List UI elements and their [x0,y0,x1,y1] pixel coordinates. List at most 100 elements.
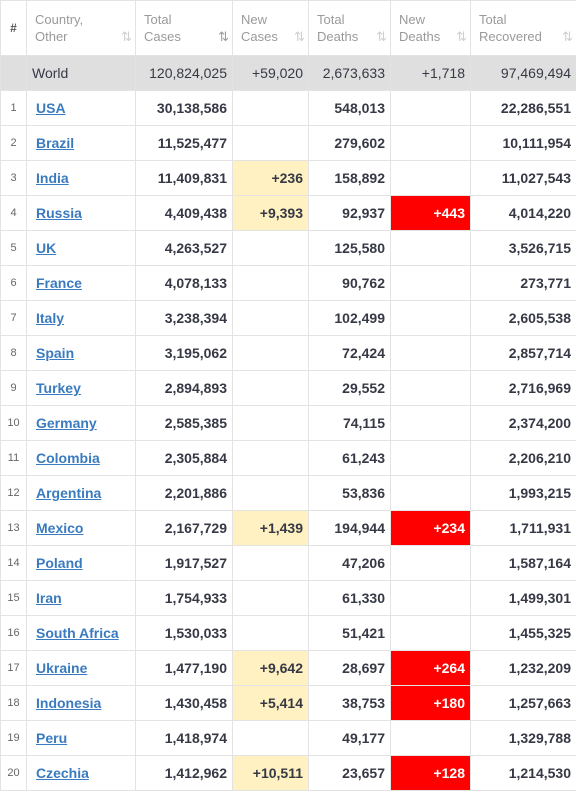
header-rank[interactable]: # [1,1,27,56]
country-link[interactable]: Spain [36,345,74,361]
new-cases-cell [233,126,309,161]
country-link[interactable]: USA [36,100,66,116]
world-total-cases: 120,824,025 [136,56,233,91]
header-total-cases-line1: Total [144,11,224,28]
country-link[interactable]: Italy [36,310,64,326]
new-deaths-cell [391,546,471,581]
row-rank: 2 [1,126,27,161]
sort-icon: ⇅ [562,28,570,45]
total-recovered-cell: 4,014,220 [471,196,576,231]
new-deaths-cell [391,721,471,756]
header-total-recovered-line2: Recovered [479,28,568,45]
country-cell: South Africa [27,616,136,651]
row-rank: 19 [1,721,27,756]
new-deaths-cell [391,406,471,441]
total-deaths-cell: 61,243 [309,441,391,476]
total-cases-cell: 1,530,033 [136,616,233,651]
new-deaths-cell [391,301,471,336]
total-recovered-cell: 2,206,210 [471,441,576,476]
country-link[interactable]: Germany [36,415,97,431]
new-cases-cell: +236 [233,161,309,196]
new-cases-cell [233,91,309,126]
country-link[interactable]: Czechia [36,765,89,781]
total-deaths-cell: 53,836 [309,476,391,511]
country-link[interactable]: UK [36,240,56,256]
header-total-deaths-line2: Deaths [317,28,382,45]
header-new-deaths[interactable]: New Deaths ⇅ [391,1,471,56]
country-link[interactable]: France [36,275,82,291]
country-cell: USA [27,91,136,126]
country-link[interactable]: Poland [36,555,83,571]
total-recovered-cell: 1,499,301 [471,581,576,616]
country-link[interactable]: Peru [36,730,67,746]
row-rank: 16 [1,616,27,651]
row-rank: 11 [1,441,27,476]
country-link[interactable]: Mexico [36,520,83,536]
sort-desc-icon: ⇅ [218,28,226,45]
country-link[interactable]: Ukraine [36,660,87,676]
row-rank: 9 [1,371,27,406]
row-rank: 8 [1,336,27,371]
country-cell: Ukraine [27,651,136,686]
world-new-cases: +59,020 [233,56,309,91]
total-deaths-cell: 102,499 [309,301,391,336]
total-cases-cell: 2,201,886 [136,476,233,511]
header-rank-label: # [10,21,17,35]
country-link[interactable]: India [36,170,69,186]
total-deaths-cell: 28,697 [309,651,391,686]
new-cases-cell: +5,414 [233,686,309,721]
row-rank: 12 [1,476,27,511]
new-deaths-cell [391,266,471,301]
new-cases-cell [233,581,309,616]
header-total-recovered[interactable]: Total Recovered ⇅ [471,1,576,56]
row-rank: 1 [1,91,27,126]
header-country-line2: Other [35,28,127,45]
total-cases-cell: 2,305,884 [136,441,233,476]
total-recovered-cell: 1,711,931 [471,511,576,546]
total-cases-cell: 1,917,527 [136,546,233,581]
header-total-recovered-line1: Total [479,11,568,28]
new-deaths-cell [391,476,471,511]
country-cell: Peru [27,721,136,756]
header-new-cases[interactable]: New Cases ⇅ [233,1,309,56]
country-cell: Czechia [27,756,136,791]
total-cases-cell: 3,195,062 [136,336,233,371]
country-link[interactable]: Russia [36,205,82,221]
country-link[interactable]: Turkey [36,380,81,396]
header-new-cases-line2: Cases [241,28,300,45]
country-link[interactable]: Brazil [36,135,74,151]
row-rank: 18 [1,686,27,721]
total-deaths-cell: 49,177 [309,721,391,756]
header-country[interactable]: Country, Other ⇅ [27,1,136,56]
total-recovered-cell: 1,214,530 [471,756,576,791]
total-recovered-cell: 2,857,714 [471,336,576,371]
world-label: World [27,56,136,91]
country-link[interactable]: South Africa [36,625,119,641]
country-cell: Argentina [27,476,136,511]
new-cases-cell [233,406,309,441]
country-link[interactable]: Indonesia [36,695,101,711]
country-link[interactable]: Iran [36,590,62,606]
header-total-deaths[interactable]: Total Deaths ⇅ [309,1,391,56]
new-cases-cell [233,371,309,406]
total-recovered-cell: 273,771 [471,266,576,301]
country-link[interactable]: Argentina [36,485,101,501]
new-cases-cell [233,616,309,651]
total-deaths-cell: 158,892 [309,161,391,196]
row-rank: 20 [1,756,27,791]
country-cell: Spain [27,336,136,371]
row-rank: 6 [1,266,27,301]
new-cases-cell [233,336,309,371]
header-total-cases[interactable]: Total Cases ⇅ [136,1,233,56]
total-recovered-cell: 22,286,551 [471,91,576,126]
country-link[interactable]: Colombia [36,450,100,466]
total-recovered-cell: 2,605,538 [471,301,576,336]
